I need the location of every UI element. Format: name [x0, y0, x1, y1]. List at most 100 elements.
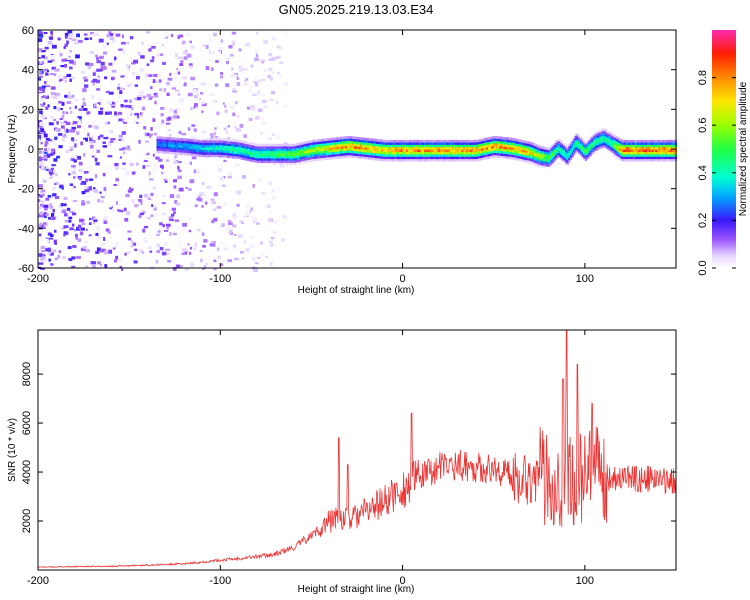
noise-cell: [269, 219, 271, 223]
ridge-cell: [359, 144, 363, 147]
noise-cell: [60, 107, 63, 110]
noise-cell: [63, 203, 67, 207]
noise-cell: [133, 120, 137, 124]
ridge-cell: [177, 147, 180, 150]
noise-cell: [91, 150, 95, 153]
ridge-cell: [420, 147, 423, 150]
ridge-cell: [651, 142, 655, 145]
noise-cell: [268, 67, 273, 72]
ridge-cell: [632, 151, 635, 155]
ridge-cell: [591, 134, 594, 138]
ridge-cell: [356, 153, 359, 157]
ridge-cell: [555, 154, 558, 158]
ridge-cell: [358, 148, 361, 152]
noise-cell: [207, 254, 211, 258]
ridge-cell: [524, 150, 527, 153]
ridge-cell: [387, 142, 390, 145]
noise-cell: [63, 233, 66, 237]
ridge-cell: [212, 140, 215, 143]
ridge-cell: [394, 156, 397, 160]
ridge-cell: [212, 137, 215, 141]
ridge-cell: [205, 154, 208, 158]
ridge-cell: [648, 147, 651, 150]
ridge-cell: [364, 144, 367, 148]
ridge-cell: [391, 151, 394, 155]
ridge-cell: [455, 144, 458, 148]
noise-cell: [165, 252, 170, 255]
ridge-cell: [614, 142, 617, 145]
noise-cell: [125, 145, 128, 148]
ridge-cell: [666, 149, 669, 152]
ridge-cell: [627, 154, 630, 157]
ridge-cell: [574, 135, 577, 139]
ridge-cell: [433, 149, 436, 152]
ridge-cell: [187, 138, 190, 142]
noise-cell: [56, 121, 59, 125]
ridge-cell: [220, 154, 223, 158]
noise-cell: [135, 75, 140, 80]
noise-cell: [269, 210, 272, 214]
noise-cell: [114, 118, 119, 121]
ridge-cell: [627, 151, 630, 155]
noise-cell: [140, 55, 145, 59]
noise-cell: [109, 205, 113, 210]
ridge-cell: [461, 156, 464, 160]
ridge-cell: [584, 148, 587, 152]
noise-cell: [119, 156, 122, 159]
noise-cell: [38, 233, 42, 237]
ridge-cell: [568, 148, 571, 151]
ridge-cell: [499, 148, 502, 151]
ridge-cell: [279, 146, 282, 149]
ridge-cell: [382, 158, 386, 162]
ridge-cell: [392, 149, 395, 152]
noise-cell: [242, 94, 246, 97]
noise-cell: [177, 165, 180, 170]
ridge-cell: [607, 138, 610, 141]
ridge-cell: [392, 139, 395, 143]
noise-cell: [43, 205, 49, 208]
ridge-cell: [627, 142, 630, 145]
ridge-cell: [527, 155, 530, 159]
ridge-cell: [565, 149, 568, 152]
ridge-cell: [509, 151, 512, 155]
ridge-cell: [402, 139, 405, 143]
noise-cell: [106, 65, 111, 69]
ridge-cell: [415, 151, 418, 155]
ridge-cell: [256, 143, 259, 147]
ridge-cell: [437, 142, 440, 145]
ridge-cell: [515, 148, 518, 151]
noise-cell: [151, 168, 155, 172]
ridge-cell: [284, 148, 287, 152]
noise-cell: [94, 125, 99, 130]
ridge-cell: [246, 146, 249, 149]
noise-cell: [41, 189, 46, 193]
ridge-cell: [286, 155, 289, 159]
ridge-cell: [220, 152, 223, 155]
ridge-cell: [348, 145, 351, 149]
noise-cell: [63, 225, 69, 229]
ridge-cell: [653, 154, 656, 157]
ridge-cell: [186, 148, 189, 151]
ridge-cell: [389, 151, 392, 155]
ridge-cell: [622, 144, 625, 148]
ridge-cell: [589, 143, 592, 147]
ridge-cell: [409, 142, 412, 145]
noise-cell: [230, 74, 234, 77]
ridge-cell: [461, 154, 464, 157]
ridge-cell: [583, 156, 586, 160]
noise-cell: [85, 228, 88, 231]
ridge-cell: [317, 151, 320, 154]
noise-cell: [96, 235, 101, 240]
ridge-cell: [589, 151, 592, 154]
ridge-cell: [625, 151, 628, 155]
ridge-cell: [497, 136, 500, 139]
ridge-cell: [322, 141, 325, 144]
ridge-cell: [266, 146, 269, 149]
ridge-cell: [615, 153, 618, 156]
noise-cell: [161, 202, 166, 205]
ridge-cell: [305, 155, 308, 158]
ridge-cell: [268, 148, 271, 152]
noise-cell: [92, 187, 96, 190]
ridge-cell: [336, 144, 340, 147]
ridge-cell: [381, 149, 384, 152]
